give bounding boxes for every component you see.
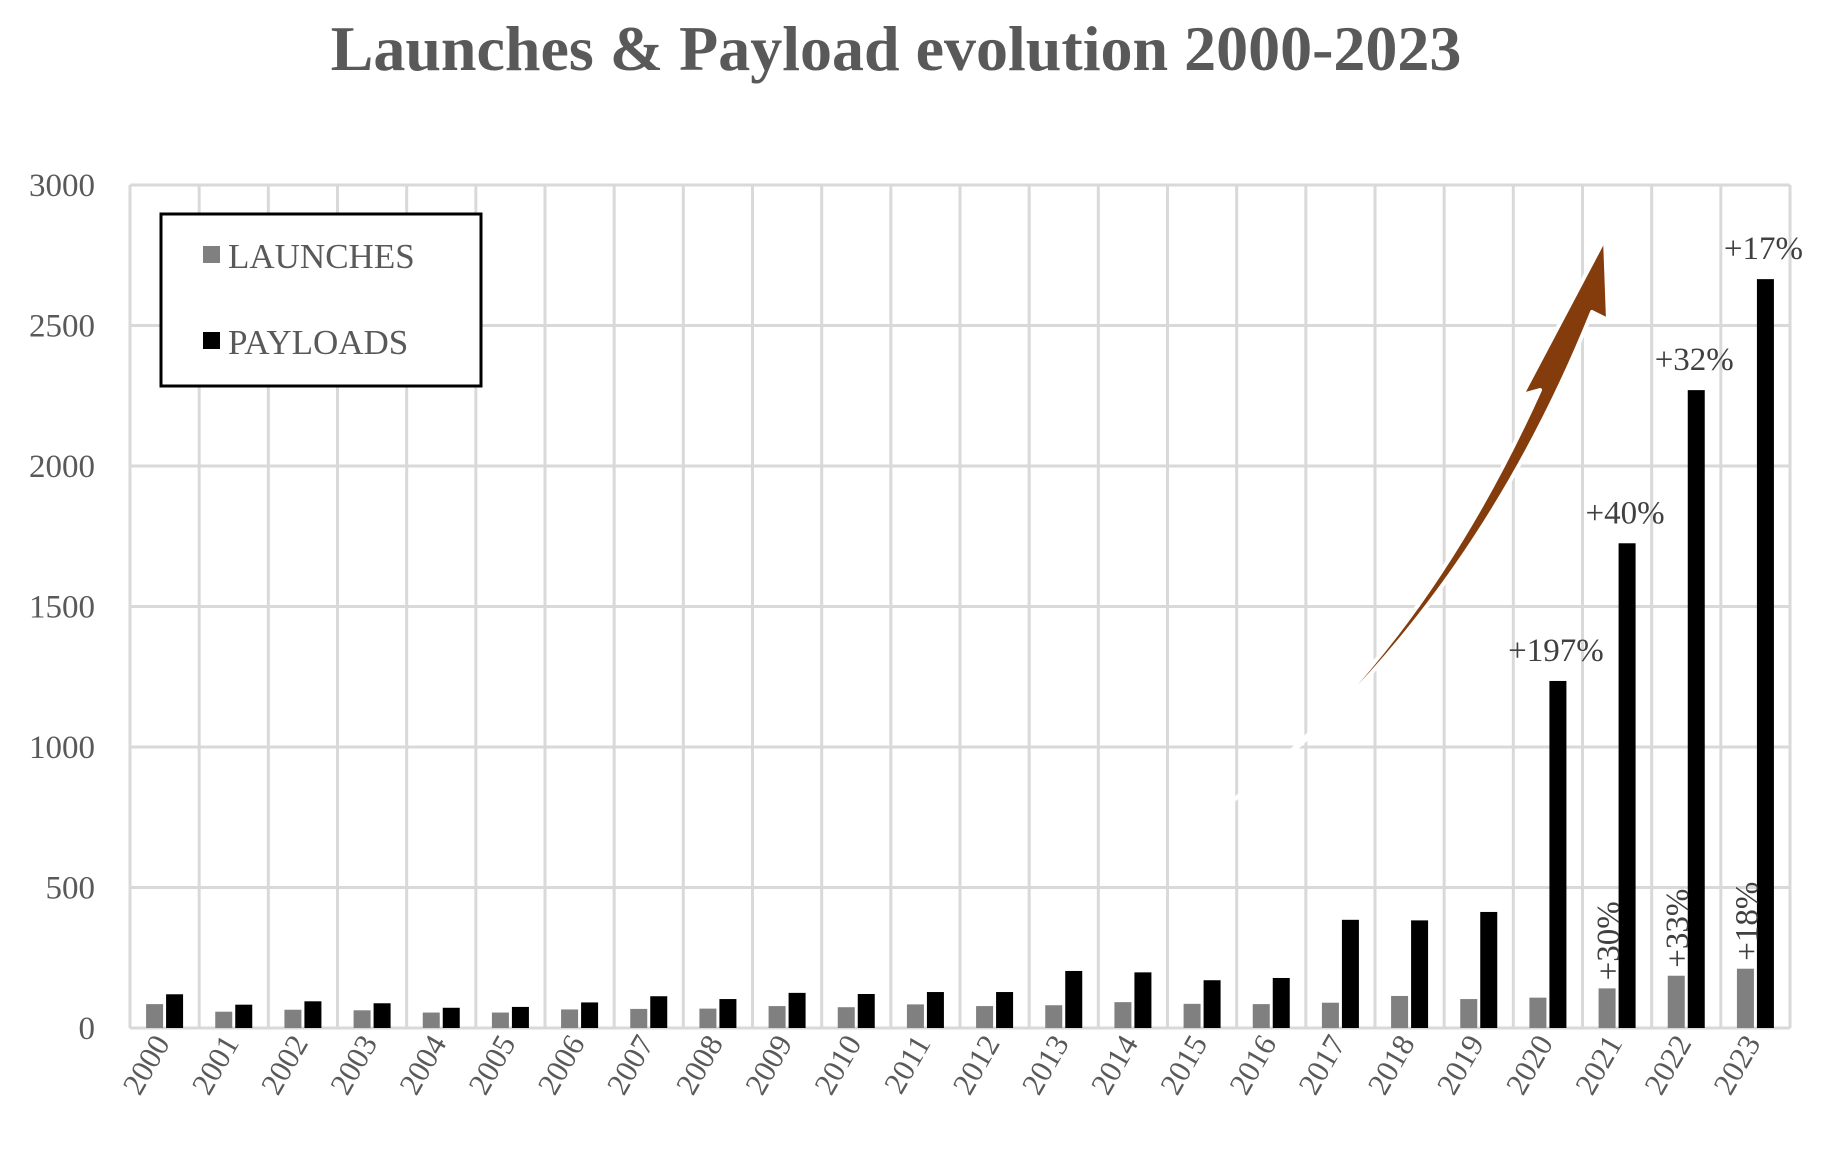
bar-payloads	[788, 992, 806, 1028]
bar-launches	[284, 1009, 302, 1028]
x-tick-label: 2018	[1360, 1029, 1421, 1100]
bar-launches	[837, 1007, 855, 1028]
bar-payloads	[1065, 970, 1083, 1028]
y-tick-label: 1000	[29, 730, 95, 766]
bar-payloads	[373, 1003, 391, 1028]
x-tick-label: 2008	[669, 1029, 730, 1100]
legend-label: LAUNCHES	[228, 237, 415, 276]
bar-launches	[215, 1011, 233, 1028]
bar-payloads	[1341, 919, 1359, 1028]
chart-title: Launches & Payload evolution 2000-2023	[331, 13, 1462, 84]
data-label: +33%	[1660, 889, 1696, 968]
bars	[146, 279, 1774, 1028]
bar-launches	[1736, 968, 1754, 1028]
bar-payloads	[719, 999, 737, 1028]
x-tick-label: 2019	[1430, 1029, 1491, 1100]
x-tick-label: 2023	[1706, 1029, 1767, 1100]
data-label: +197%	[1508, 633, 1604, 669]
bar-launches	[906, 1004, 924, 1028]
bar-payloads	[1203, 980, 1221, 1028]
x-tick-label: 2000	[115, 1029, 176, 1100]
x-tick-label: 2020	[1499, 1029, 1560, 1100]
x-tick-label: 2001	[185, 1029, 246, 1100]
bar-launches	[1114, 1002, 1132, 1028]
bar-launches	[491, 1012, 509, 1028]
bar-payloads	[1687, 390, 1705, 1028]
x-tick-label: 2005	[461, 1029, 522, 1100]
x-tick-label: 2016	[1222, 1029, 1283, 1100]
legend-label: PAYLOADS	[228, 323, 408, 362]
bar-payloads	[996, 992, 1014, 1028]
data-label: +32%	[1655, 342, 1734, 378]
x-tick-label: 2006	[530, 1029, 591, 1100]
x-tick-label: 2021	[1568, 1029, 1629, 1100]
bar-launches	[561, 1009, 579, 1028]
annotations: +197% +40% +32% +17% +30% +33% +18%	[1508, 231, 1803, 980]
y-tick-label: 500	[46, 871, 96, 907]
data-label: +30%	[1591, 901, 1627, 980]
x-axis: 2000 2001 2002 2003 2004 2005 2006 2007 2008 2009…	[115, 1029, 1767, 1101]
x-tick-label: 2013	[1015, 1029, 1076, 1100]
bar-launches	[1598, 988, 1616, 1028]
bar-launches	[976, 1006, 994, 1028]
bar-launches	[1252, 1004, 1270, 1028]
x-tick-label: 2017	[1291, 1029, 1352, 1100]
y-axis: 0 500 1000 1500 2000 2500 3000	[29, 168, 95, 1047]
bar-launches	[353, 1010, 371, 1028]
bar-launches	[1460, 999, 1478, 1028]
bar-payloads	[926, 992, 944, 1028]
x-tick-label: 2010	[807, 1029, 868, 1100]
bar-payloads	[511, 1006, 529, 1028]
bar-payloads	[1618, 543, 1636, 1028]
x-tick-label: 2022	[1637, 1029, 1698, 1100]
trend-arrow	[1178, 236, 1610, 840]
bar-payloads	[1480, 911, 1498, 1028]
bar-payloads	[581, 1002, 599, 1028]
bar-payloads	[166, 994, 184, 1028]
x-tick-label: 2009	[738, 1029, 799, 1100]
x-tick-label: 2003	[323, 1029, 384, 1100]
bar-payloads	[1549, 680, 1567, 1028]
x-tick-label: 2002	[254, 1029, 315, 1100]
bar-payloads	[1756, 279, 1774, 1028]
y-tick-label: 2000	[29, 449, 95, 485]
legend-swatch	[203, 246, 220, 263]
bar-payloads	[235, 1004, 253, 1028]
bar-payloads	[1272, 977, 1290, 1028]
data-label: +17%	[1724, 231, 1803, 267]
y-tick-label: 0	[79, 1011, 96, 1047]
bar-payloads	[857, 993, 875, 1028]
bar-payloads	[650, 996, 668, 1028]
data-label: +40%	[1586, 495, 1665, 531]
bar-payloads	[1411, 920, 1429, 1028]
y-tick-label: 2500	[29, 309, 95, 345]
legend-box	[159, 212, 483, 388]
bar-launches	[422, 1012, 440, 1028]
x-tick-label: 2004	[392, 1029, 454, 1101]
bar-payloads	[304, 1001, 322, 1028]
bar-launches	[630, 1008, 648, 1028]
bar-payloads	[1134, 972, 1152, 1028]
legend: LAUNCHES PAYLOADS	[159, 212, 483, 388]
x-tick-label: 2015	[1153, 1029, 1214, 1100]
legend-swatch	[203, 332, 220, 349]
bar-launches	[1529, 997, 1547, 1028]
y-tick-label: 1500	[29, 590, 95, 626]
bar-launches	[1321, 1002, 1339, 1028]
bar-launches	[1183, 1003, 1201, 1028]
bar-launches	[146, 1004, 164, 1028]
bar-launches	[1667, 975, 1685, 1028]
bar-launches	[699, 1008, 717, 1028]
x-tick-label: 2011	[877, 1029, 938, 1099]
x-tick-label: 2007	[600, 1029, 661, 1100]
y-tick-label: 3000	[29, 168, 95, 204]
bar-launches	[1391, 995, 1409, 1028]
x-tick-label: 2012	[945, 1029, 1006, 1100]
bar-launches	[1045, 1005, 1063, 1028]
bar-launches	[768, 1006, 786, 1028]
bar-payloads	[442, 1007, 460, 1028]
x-tick-label: 2014	[1084, 1029, 1146, 1101]
data-label: +18%	[1729, 882, 1765, 961]
